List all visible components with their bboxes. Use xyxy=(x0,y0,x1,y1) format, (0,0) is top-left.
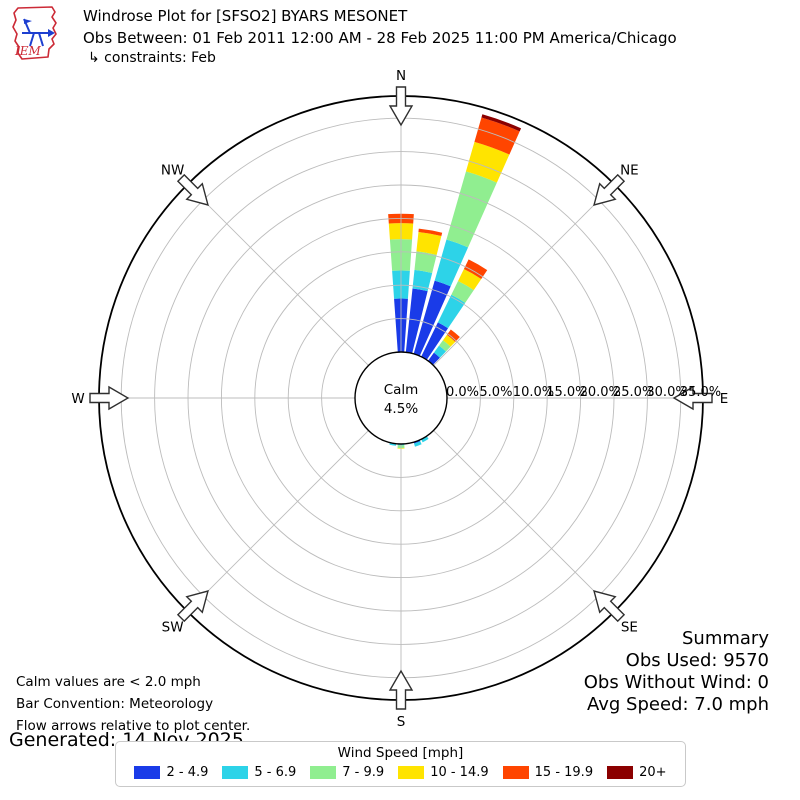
flow-arrows-note: Flow arrows relative to plot center. xyxy=(16,718,251,734)
flow-arrow-icon xyxy=(388,669,414,710)
legend-title: Wind Speed [mph] xyxy=(337,745,464,761)
obs-range-subtitle: Obs Between: 01 Feb 2011 12:00 AM - 28 F… xyxy=(83,29,677,47)
legend-item-label: 2 - 4.9 xyxy=(166,765,209,780)
windrose-bars xyxy=(388,114,522,449)
legend-swatch-icon xyxy=(502,766,529,779)
windrose-bar-segment xyxy=(481,114,522,132)
windrose-bar-segment xyxy=(434,239,469,287)
legend-item: 5 - 6.9 xyxy=(222,765,296,780)
wind-vane-icon xyxy=(22,18,48,47)
legend-item-label: 7 - 9.9 xyxy=(342,765,385,780)
grid-spoke xyxy=(433,184,615,366)
flow-arrow-icon xyxy=(672,385,713,411)
percent-tick-labels: 0.0% 5.0% 10.0%15.0%20.0%25.0%30.0%35.0% xyxy=(446,385,721,400)
constraints-note: ↳ constraints: Feb xyxy=(88,50,216,66)
windrose-bar-segment xyxy=(474,117,520,155)
windrose-bar-segment xyxy=(458,269,482,291)
summary-obs-without-wind: Obs Without Wind: 0 xyxy=(583,672,769,693)
vane-flag-icon xyxy=(24,19,32,24)
flow-arrow-icon xyxy=(89,385,130,411)
summary-title: Summary xyxy=(682,628,769,649)
summary-obs-used: Obs Used: 9570 xyxy=(625,650,769,671)
legend-item-label: 15 - 19.9 xyxy=(534,765,594,780)
grid-spoke xyxy=(187,430,369,612)
compass-label-se: SE xyxy=(621,619,638,635)
legend-item: 10 - 14.9 xyxy=(398,765,489,780)
calm-label: Calm xyxy=(384,382,419,398)
legend-swatch-icon xyxy=(398,766,425,779)
windrose-bar-segment xyxy=(421,322,449,360)
footnotes-block: Calm values are < 2.0 mph Bar Convention… xyxy=(16,671,250,737)
legend-item: 20+ xyxy=(607,765,667,780)
legend-item: 15 - 19.9 xyxy=(502,765,594,780)
windrose-bar-segment xyxy=(463,259,488,280)
compass-label-w: W xyxy=(71,391,84,407)
percent-tick-label: 5.0% xyxy=(479,385,512,400)
wind-speed-legend: Wind Speed [mph] 2 - 4.9 5 - 6.9 7 - 9.9 10… xyxy=(115,741,686,787)
flow-arrow-icon xyxy=(388,86,414,127)
windrose-bar-segment xyxy=(414,251,437,273)
compass-label-nw: NW xyxy=(161,163,184,179)
percent-tick-label: 15.0% xyxy=(546,385,587,400)
logo-text: IEM xyxy=(14,44,42,58)
windrose-bar-segment xyxy=(421,436,429,443)
legend-item-label: 20+ xyxy=(639,765,667,780)
windrose-bar-segment xyxy=(442,334,456,347)
windrose-bar-segment xyxy=(412,269,433,292)
flow-arrow-icon xyxy=(176,590,209,623)
legend-item: 2 - 4.9 xyxy=(134,765,208,780)
summary-avg-speed: Avg Speed: 7.0 mph xyxy=(587,694,769,715)
page-title: Windrose Plot for [SFSO2] BYARS MESONET xyxy=(83,7,408,25)
windrose-bar-segment xyxy=(414,441,422,447)
grid-spoke xyxy=(433,430,615,612)
summary-block: Summary Obs Used: 9570 Obs Without Wind:… xyxy=(584,628,769,716)
legend-swatch-icon xyxy=(310,766,337,779)
legend-item: 7 - 9.9 xyxy=(310,765,384,780)
percent-tick-label: 20.0% xyxy=(580,385,621,400)
bar-convention-note: Bar Convention: Meteorology xyxy=(16,696,214,712)
legend-item-label: 10 - 14.9 xyxy=(430,765,489,780)
compass-label-e: E xyxy=(720,391,729,407)
windrose-bar-segment xyxy=(446,171,497,248)
windrose-bar-segment xyxy=(416,232,442,255)
calm-value: 4.5% xyxy=(384,401,418,417)
compass-label-sw: SW xyxy=(162,619,184,635)
windrose-bar-segment xyxy=(446,329,460,342)
legend-swatch-icon xyxy=(134,766,161,779)
flow-arrow-icon xyxy=(176,173,209,206)
windrose-bar-segment xyxy=(413,280,451,356)
percent-tick-label: 35.0% xyxy=(680,385,721,400)
calm-note: Calm values are < 2.0 mph xyxy=(16,674,201,690)
vane-arrowhead-icon xyxy=(48,29,55,37)
calm-circle xyxy=(354,351,448,445)
percent-tick-label: 25.0% xyxy=(613,385,654,400)
legend-swatch-icon xyxy=(222,766,249,779)
windrose-bar-segment xyxy=(451,281,474,303)
grid-spoke xyxy=(187,184,369,366)
compass-label-s: S xyxy=(397,714,406,730)
percent-tick-label: 0.0% xyxy=(446,385,479,400)
windrose-bar-segment xyxy=(433,345,446,358)
windrose-bar-segment xyxy=(439,340,451,352)
windrose-bar-segment xyxy=(405,288,428,354)
compass-label-ne: NE xyxy=(620,163,639,179)
compass-label-n: N xyxy=(396,68,406,84)
legend-items: 2 - 4.9 5 - 6.9 7 - 9.9 10 - 14.9 15 - 19.9 2… xyxy=(116,765,685,780)
iem-logo: IEM xyxy=(12,6,57,60)
windrose-bar-segment xyxy=(465,141,510,183)
flow-arrows xyxy=(89,86,713,710)
windrose-bar-segment xyxy=(437,294,466,329)
windrose-bar-segment xyxy=(428,352,440,365)
flow-arrow-icon xyxy=(593,590,626,623)
percent-tick-label: 30.0% xyxy=(646,385,687,400)
legend-swatch-icon xyxy=(607,766,634,779)
compass-labels: N NE E SE S SW W NW xyxy=(71,68,728,730)
windrose-bar-segment xyxy=(418,228,443,237)
percent-tick-label: 10.0% xyxy=(513,385,554,400)
flow-arrow-icon xyxy=(593,173,626,206)
legend-item-label: 5 - 6.9 xyxy=(254,765,297,780)
